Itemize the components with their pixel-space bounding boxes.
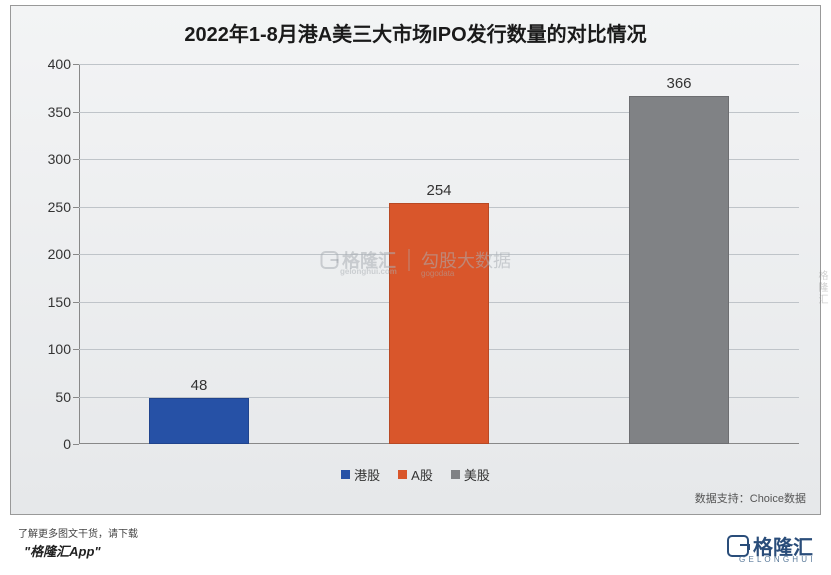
y-tick-mark xyxy=(73,254,79,255)
y-tick-label: 400 xyxy=(31,56,71,72)
legend-swatch-2 xyxy=(451,470,460,479)
y-tick-label: 0 xyxy=(31,436,71,452)
y-tick-mark xyxy=(73,397,79,398)
grid-line xyxy=(79,64,799,65)
legend-swatch-0 xyxy=(341,470,350,479)
footer-hint: 了解更多图文干货，请下载 xyxy=(18,525,138,540)
bar-2 xyxy=(629,96,730,444)
y-tick-mark xyxy=(73,112,79,113)
y-tick-mark xyxy=(73,302,79,303)
footer: 了解更多图文干货，请下载 "格隆汇App" 格隆汇 G E L O N G H … xyxy=(0,519,831,575)
footer-logo-sub: G E L O N G H U I xyxy=(739,555,813,564)
legend-label-1: A股 xyxy=(411,465,433,484)
chart-container: 2022年1-8月港A美三大市场IPO发行数量的对比情况 0 50 100 150 20… xyxy=(10,5,821,515)
data-source-label: 数据支持：Choice数据 xyxy=(695,490,806,506)
y-tick-mark xyxy=(73,444,79,445)
plot-area: 05010015020025030035040048254366 xyxy=(79,64,799,444)
legend-label-0: 港股 xyxy=(354,465,380,484)
footer-app-name: "格隆汇App" xyxy=(24,541,101,560)
legend-swatch-1 xyxy=(398,470,407,479)
legend-item-1: A股 xyxy=(398,465,433,484)
y-tick-label: 100 xyxy=(31,341,71,357)
y-tick-mark xyxy=(73,349,79,350)
bar-1 xyxy=(389,203,490,444)
y-tick-mark xyxy=(73,64,79,65)
y-tick-label: 150 xyxy=(31,294,71,310)
bar-value-label-0: 48 xyxy=(169,377,229,394)
y-tick-label: 200 xyxy=(31,246,71,262)
y-tick-label: 300 xyxy=(31,151,71,167)
chart-title: 2022年1-8月港A美三大市场IPO发行数量的对比情况 xyxy=(11,6,820,53)
y-tick-mark xyxy=(73,207,79,208)
bar-value-label-1: 254 xyxy=(409,182,469,199)
y-tick-label: 250 xyxy=(31,199,71,215)
y-tick-label: 50 xyxy=(31,389,71,405)
y-tick-mark xyxy=(73,159,79,160)
legend-item-0: 港股 xyxy=(341,465,380,484)
bar-0 xyxy=(149,398,250,444)
footer-g-icon xyxy=(727,535,749,557)
side-watermark: 格隆汇 xyxy=(814,270,829,306)
legend-item-2: 美股 xyxy=(451,465,490,484)
legend-label-2: 美股 xyxy=(464,465,490,484)
y-tick-label: 350 xyxy=(31,104,71,120)
bar-value-label-2: 366 xyxy=(649,75,709,92)
legend: 港股 A股 美股 xyxy=(11,465,820,484)
